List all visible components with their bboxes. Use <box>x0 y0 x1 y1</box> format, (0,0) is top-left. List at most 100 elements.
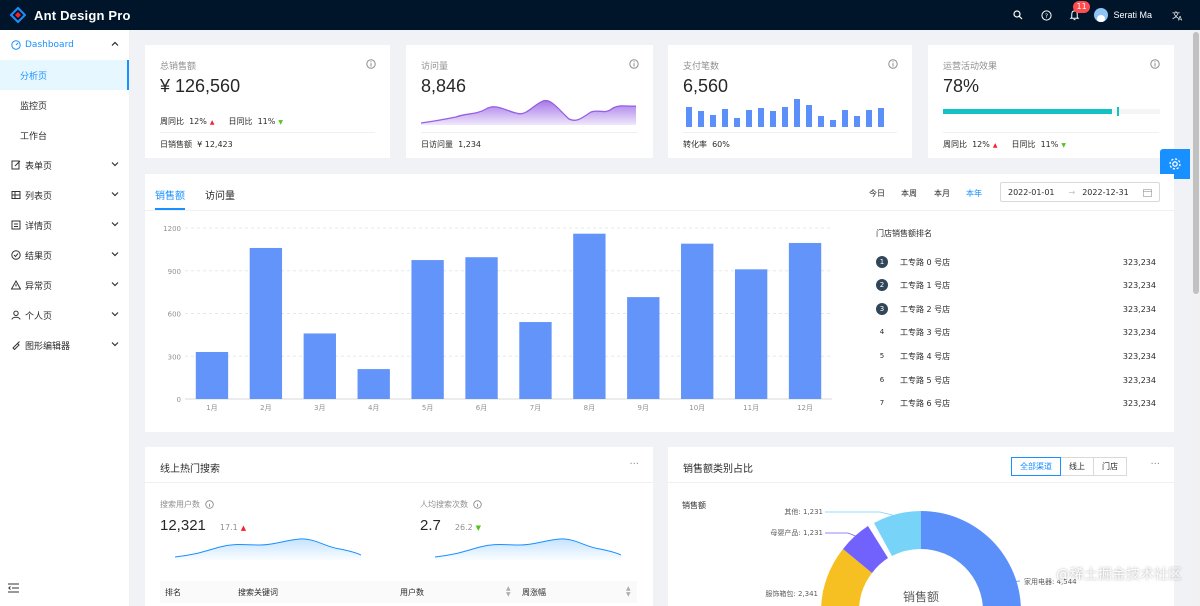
pie-slice-baby <box>843 526 888 573</box>
chevron-down-icon <box>111 222 119 227</box>
column-users[interactable]: 用户数 <box>400 587 424 597</box>
wow-label: 周同比 <box>943 140 967 149</box>
x-tick-label: 9月 <box>638 404 649 412</box>
payments-mini-bar <box>686 99 884 127</box>
date-end[interactable]: 2022-12-31 <box>1082 187 1129 197</box>
radio-all-channels[interactable]: 全部渠道 <box>1011 457 1061 476</box>
metric-value: 12,321 <box>160 517 206 534</box>
avatar <box>1094 8 1109 22</box>
info-circle-icon[interactable] <box>1150 59 1160 69</box>
pie-subtitle: 销售额 <box>682 501 706 510</box>
range-year[interactable]: 本年 <box>966 189 982 198</box>
date-range-picker[interactable]: 2022-01-01 → 2022-12-31 <box>1000 182 1160 202</box>
more-icon[interactable]: ··· <box>1150 459 1160 470</box>
x-tick-label: 4月 <box>368 404 379 412</box>
info-circle-icon[interactable] <box>205 500 214 509</box>
metric-delta: 26.2 <box>454 523 473 532</box>
sidebar-item-editor[interactable]: 图形编辑器 <box>0 330 129 360</box>
sidebar-item-profile[interactable]: 详情页 <box>0 210 129 240</box>
sales-card: 销售额 访问量 今日 本周 本月 本年 2022-01-01 → 2022-12… <box>145 174 1174 432</box>
help-icon[interactable]: ? <box>1032 0 1060 30</box>
sort-icon[interactable]: ▲ ▼ <box>626 585 631 598</box>
rank-index: 2 <box>876 279 888 291</box>
info-circle-icon[interactable] <box>629 59 639 69</box>
info-circle-icon[interactable] <box>473 500 482 509</box>
date-start[interactable]: 2022-01-01 <box>1008 187 1055 197</box>
info-circle-icon[interactable] <box>366 59 376 69</box>
notification-bell[interactable]: 11 <box>1060 0 1090 30</box>
bar-8月[interactable] <box>573 233 606 399</box>
rank-row: 5 工专路 4 号店 323,234 <box>876 348 1156 364</box>
sidebar-item-analysis[interactable]: 分析页 <box>0 60 129 90</box>
y-tick-label: 900 <box>168 268 181 276</box>
chevron-down-icon <box>111 252 119 257</box>
stat-value: ¥ 126,560 <box>160 76 241 96</box>
search-table-header: 排名 搜索关键词 用户数 ▲ ▼ 周涨幅 ▲ ▼ <box>160 581 637 603</box>
bar-11月[interactable] <box>734 269 768 399</box>
progress-fill <box>943 109 1113 114</box>
bar-5月[interactable] <box>411 260 444 399</box>
logo[interactable]: Ant Design Pro <box>0 0 131 30</box>
page-scrollbar[interactable] <box>1192 30 1200 606</box>
rank-index: 1 <box>876 256 888 268</box>
sort-icon[interactable]: ▲ ▼ <box>506 585 511 598</box>
bar-2月[interactable] <box>249 247 283 399</box>
user-menu[interactable]: Serati Ma <box>1088 0 1164 30</box>
rank-index: 3 <box>876 303 888 315</box>
rank-value: 323,234 <box>1122 327 1156 337</box>
sales-category-pie: 其他: 1,231 母婴产品: 1,231 服饰箱包: 2,341 家用电器: … <box>765 507 1077 606</box>
bar-3月[interactable] <box>303 333 336 399</box>
tabs-divider <box>145 210 1174 211</box>
rank-shop-name: 工专路 0 号店 <box>900 257 951 267</box>
tab-sales[interactable]: 销售额 <box>155 191 185 202</box>
more-icon[interactable]: ··· <box>629 459 639 470</box>
sidebar-item-exception[interactable]: 异常页 <box>0 270 129 300</box>
range-month[interactable]: 本月 <box>934 189 950 198</box>
pie-label-apparel: 服饰箱包: 2,341 <box>765 589 818 598</box>
info-circle-icon[interactable] <box>888 59 898 69</box>
tab-visits[interactable]: 访问量 <box>205 191 235 202</box>
sidebar-item-list[interactable]: 列表页 <box>0 180 129 210</box>
radio-stores[interactable]: 门店 <box>1093 457 1127 476</box>
sidebar-item-workplace[interactable]: 工作台 <box>0 120 129 150</box>
rank-row: 2 工专路 1 号店 323,234 <box>876 277 1156 293</box>
column-weekly-change[interactable]: 周涨幅 <box>522 587 546 597</box>
sidebar-item-monitor[interactable]: 监控页 <box>0 90 129 120</box>
sidebar-item-form[interactable]: 表单页 <box>0 150 129 180</box>
bar-7月[interactable] <box>519 322 552 399</box>
chevron-down-icon <box>111 162 119 167</box>
scrollbar-thumb[interactable] <box>1193 32 1199 294</box>
stat-footer: 周同比 12% ▲ 日同比 11% ▼ <box>943 132 1159 150</box>
caret-down-icon: ▼ <box>1061 142 1066 149</box>
sidebar-item-label: Dashboard <box>25 40 74 50</box>
radio-online[interactable]: 线上 <box>1060 457 1094 476</box>
range-today[interactable]: 今日 <box>869 189 885 198</box>
sidebar-item-result[interactable]: 结果页 <box>0 240 129 270</box>
x-tick-label: 3月 <box>314 404 325 412</box>
users-metric: 12,321 17.1 ▲ <box>160 517 246 534</box>
stat-card-payments: 支付笔数 6,560 转化率 60% <box>668 45 912 158</box>
pie-label-appliances: 家用电器: 4,544 <box>1024 577 1077 586</box>
search-icon[interactable] <box>1004 0 1032 30</box>
collapse-menu-icon[interactable] <box>8 582 19 596</box>
bar-10月[interactable] <box>681 243 714 399</box>
card-head-divider <box>145 482 653 483</box>
dashboard-icon <box>10 40 21 51</box>
rank-shop-name: 工专路 6 号店 <box>900 398 951 408</box>
visits-area-sparkline <box>421 99 636 125</box>
rank-value: 323,234 <box>1122 304 1156 314</box>
bar-1月[interactable] <box>195 351 229 399</box>
sidebar-item-account[interactable]: 个人页 <box>0 300 129 330</box>
rank-value: 323,234 <box>1122 398 1156 408</box>
bar-9月[interactable] <box>627 297 660 399</box>
bar-12月[interactable] <box>788 242 822 399</box>
sidebar-item-dashboard[interactable]: Dashboard <box>0 30 129 60</box>
bar-4月[interactable] <box>357 369 390 399</box>
metric-delta: 17.1 <box>219 523 238 532</box>
range-week[interactable]: 本周 <box>901 189 917 198</box>
rank-shop-name: 工专路 2 号店 <box>900 304 951 314</box>
bar-6月[interactable] <box>465 257 498 399</box>
hot-search-card: 线上热门搜索 ··· 搜索用户数 12,321 17.1 ▲ 人均搜索次数 2.… <box>145 447 653 606</box>
